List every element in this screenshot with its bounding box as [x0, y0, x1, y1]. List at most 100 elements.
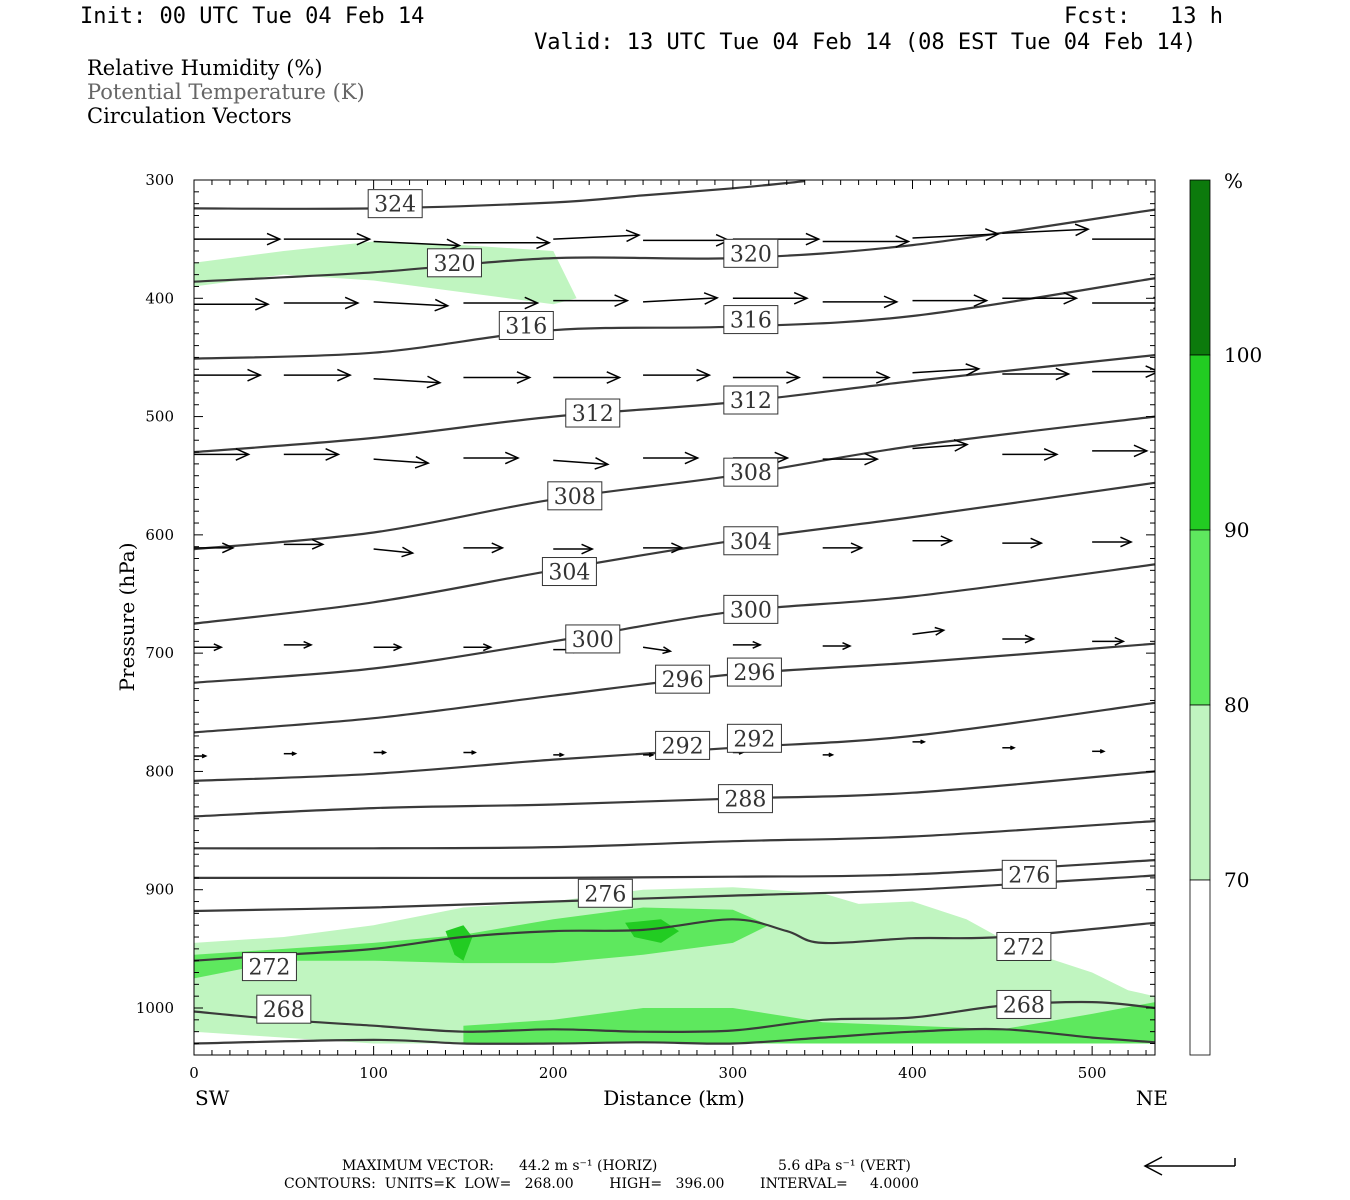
- circulation-vector: [822, 295, 899, 309]
- theta-contour-304: [194, 481, 1155, 625]
- circulation-vector: [194, 232, 282, 246]
- colorbar-unit: %: [1224, 169, 1243, 193]
- circulation-vector: [822, 752, 835, 758]
- contour-label: 308: [547, 481, 603, 511]
- reference-vector: [1143, 1156, 1236, 1176]
- y-tick-label: 800: [145, 762, 174, 780]
- contour-label: 296: [655, 664, 711, 694]
- x-tick-label: 400: [898, 1064, 927, 1082]
- circulation-vector: [463, 542, 505, 554]
- forecast-hour: Fcst: 13 h: [1064, 4, 1223, 29]
- circulation-vector: [912, 228, 1001, 241]
- colorbar-segment: [1189, 354, 1211, 531]
- svg-text:320: 320: [433, 252, 475, 277]
- circulation-vector: [283, 368, 352, 382]
- circulation-vector: [1092, 444, 1149, 458]
- contour-label: 300: [723, 594, 779, 624]
- circulation-vector: [194, 643, 224, 652]
- valid-time: Valid: 13 UTC Tue 04 Feb 14 (08 EST Tue …: [534, 30, 1197, 55]
- svg-text:276: 276: [584, 882, 626, 907]
- colorbar-segment: [1189, 879, 1211, 1056]
- svg-text:300: 300: [730, 598, 772, 623]
- circulation-vector: [283, 751, 298, 757]
- rh-region-70-1: [194, 887, 1155, 1044]
- circulation-vector: [553, 457, 610, 470]
- circulation-vector: [373, 643, 403, 652]
- circulation-vector: [732, 291, 809, 305]
- contour-label: 268: [996, 989, 1052, 1019]
- circulation-vector: [643, 451, 700, 465]
- circulation-vector: [463, 451, 520, 465]
- colorbar-segment: [1189, 179, 1211, 356]
- svg-text:288: 288: [724, 788, 766, 813]
- x-tick-label: 0: [189, 1064, 199, 1082]
- circulation-vector: [373, 546, 415, 558]
- x-axis-title: Distance (km): [603, 1086, 745, 1110]
- circulation-vector: [553, 294, 630, 308]
- circulation-vector: [553, 543, 595, 555]
- circulation-vector: [463, 296, 540, 310]
- circulation-vector: [822, 235, 911, 248]
- contour-label: 276: [577, 878, 633, 908]
- circulation-vector: [642, 646, 673, 655]
- circulation-vector: [822, 371, 891, 384]
- circulation-vector: [553, 371, 622, 384]
- rh-region-80-2: [194, 907, 769, 979]
- colorbar-label: 100: [1224, 343, 1262, 367]
- theta-contour-288: [194, 770, 1155, 818]
- contour-label: 316: [498, 310, 554, 340]
- max-vector-vert: 5.6 dPa s⁻¹ (VERT): [778, 1158, 911, 1174]
- rh-region-80-3: [463, 1002, 1155, 1044]
- contour-label: 312: [565, 398, 621, 428]
- contour-label: 308: [723, 457, 779, 487]
- colorbar-label: 80: [1224, 693, 1249, 717]
- circulation-vector: [194, 753, 208, 759]
- circulation-vector: [1092, 749, 1106, 754]
- theta-contour-284: [194, 820, 1155, 850]
- circulation-vector: [1092, 536, 1133, 548]
- contour-label: 268: [256, 994, 312, 1024]
- legend-vectors: Circulation Vectors: [87, 104, 292, 128]
- y-tick-label: 500: [145, 408, 174, 426]
- circulation-vector: [912, 535, 954, 547]
- circulation-vector: [373, 298, 450, 312]
- contour-label: 272: [241, 952, 297, 982]
- contour-label: 272: [996, 931, 1052, 961]
- circulation-vector: [1002, 223, 1090, 237]
- y-tick-label: 700: [145, 644, 174, 662]
- svg-text:304: 304: [730, 530, 772, 555]
- circulation-vector: [1002, 537, 1044, 549]
- x-tick-label: 200: [539, 1064, 568, 1082]
- circulation-vector: [643, 368, 712, 382]
- circulation-vector: [1002, 291, 1079, 305]
- svg-text:296: 296: [733, 661, 775, 686]
- svg-text:300: 300: [572, 628, 614, 653]
- circulation-vector: [732, 640, 763, 649]
- circulation-vector: [1002, 367, 1071, 381]
- theta-contour-272: [194, 918, 1155, 962]
- rh-region-90-5: [625, 919, 679, 943]
- svg-text:316: 316: [730, 309, 772, 334]
- legend-rh: Relative Humidity (%): [87, 56, 323, 80]
- circulation-vector: [194, 297, 270, 311]
- y-tick-label: 600: [145, 526, 174, 544]
- contour-label: 288: [717, 784, 773, 814]
- svg-text:304: 304: [548, 561, 590, 586]
- circulation-vector: [194, 542, 235, 554]
- circulation-vector: [553, 752, 565, 758]
- circulation-vector: [643, 752, 655, 758]
- circulation-vector: [194, 448, 251, 461]
- circulation-vector: [283, 296, 360, 310]
- circulation-vector: [1092, 296, 1155, 310]
- circulation-vector: [822, 542, 864, 554]
- svg-text:324: 324: [374, 193, 416, 218]
- circulation-vector: [463, 371, 532, 384]
- circulation-vector: [732, 371, 802, 384]
- circulation-vector: [553, 229, 641, 243]
- svg-text:276: 276: [1008, 863, 1050, 888]
- svg-text:296: 296: [662, 668, 704, 693]
- theta-contour-324: [194, 180, 805, 210]
- circulation-vector: [283, 640, 313, 649]
- theta-contour-308: [194, 415, 1155, 551]
